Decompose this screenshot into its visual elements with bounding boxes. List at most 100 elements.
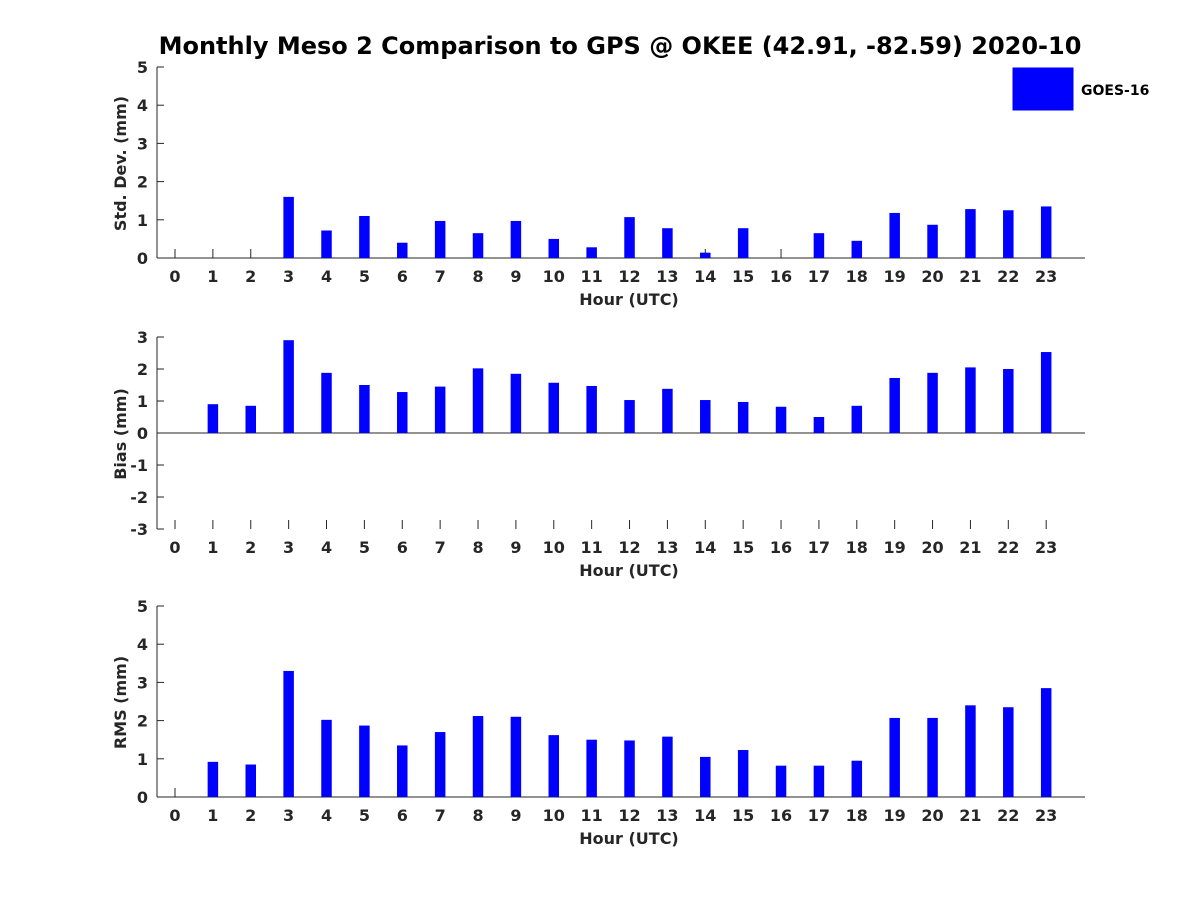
rms-x-tick-label: 10 <box>543 806 565 825</box>
bias-x-tick-label: 5 <box>359 538 370 557</box>
bias-x-tick-label: 14 <box>694 538 716 557</box>
rms-x-tick-label: 21 <box>959 806 981 825</box>
bias-bar-hour-12 <box>624 400 635 433</box>
rms-x-tick-label: 7 <box>435 806 446 825</box>
bias-x-tick-label: 16 <box>770 538 792 557</box>
rms-bar-hour-11 <box>586 739 597 797</box>
bias-x-axis-label: Hour (UTC) <box>579 561 679 580</box>
rms-x-tick-label: 18 <box>846 806 868 825</box>
std-dev-bar-hour-4 <box>321 230 332 258</box>
std-dev-x-tick-label: 0 <box>169 267 180 286</box>
bias-x-tick-label: 6 <box>397 538 408 557</box>
bias-x-tick-label: 23 <box>1035 538 1057 557</box>
rms-x-tick-label: 13 <box>656 806 678 825</box>
rms-y-tick-label: 5 <box>137 597 148 616</box>
std-dev-bar-hour-9 <box>510 220 522 258</box>
bias-x-tick-label: 0 <box>169 538 180 557</box>
bias-x-tick-label: 1 <box>207 538 218 557</box>
std-dev-bar-hour-14 <box>700 252 711 258</box>
rms-bar-hour-14 <box>700 756 711 797</box>
bias-bar-hour-19 <box>889 377 900 433</box>
std-dev-bar-hour-21 <box>965 209 976 258</box>
legend-label: GOES-16 <box>1081 83 1149 99</box>
rms-x-tick-label: 15 <box>732 806 754 825</box>
rms-bar-hour-4 <box>321 719 332 797</box>
std-dev-bar-hour-20 <box>927 224 938 258</box>
std-dev-x-tick-label: 21 <box>959 267 981 286</box>
bias-x-tick-label: 9 <box>510 538 521 557</box>
bias-bar-hour-21 <box>965 367 976 433</box>
rms-x-tick-label: 3 <box>283 806 294 825</box>
rms-bar-hour-6 <box>397 745 408 797</box>
bias-bar-hour-4 <box>321 372 332 433</box>
std-dev-bar-hour-10 <box>548 238 560 258</box>
std-dev-x-tick-label: 9 <box>510 267 521 286</box>
rms-bar-hour-5 <box>359 725 370 797</box>
bias-bar-hour-20 <box>927 372 938 433</box>
rms-bar-hour-21 <box>965 705 976 797</box>
bias-x-tick-label: 15 <box>732 538 754 557</box>
bias-x-tick-label: 20 <box>921 538 943 557</box>
rms-bar-hour-7 <box>434 732 446 797</box>
std-dev-x-tick-label: 3 <box>283 267 294 286</box>
rms-x-tick-label: 9 <box>510 806 521 825</box>
rms-bar-hour-13 <box>662 736 673 797</box>
std-dev-x-tick-label: 19 <box>884 267 906 286</box>
bias-bar-hour-9 <box>510 373 522 433</box>
rms-x-tick-label: 8 <box>472 806 483 825</box>
std-dev-x-tick-label: 11 <box>581 267 603 286</box>
bias-bar-hour-11 <box>586 385 597 433</box>
std-dev-bar-hour-11 <box>586 247 597 258</box>
bias-bar-hour-22 <box>1003 369 1014 433</box>
bias-bar-hour-14 <box>700 400 711 433</box>
std-dev-bar-hour-7 <box>434 220 446 258</box>
std-dev-y-tick-label: 4 <box>137 96 148 115</box>
std-dev-bar-hour-13 <box>662 228 673 258</box>
rms-y-tick-label: 4 <box>137 635 148 654</box>
rms-bar-hour-12 <box>624 740 635 797</box>
std-dev-x-tick-label: 1 <box>207 267 218 286</box>
bias-bar-hour-10 <box>548 382 560 433</box>
std-dev-bar-hour-17 <box>813 233 825 258</box>
bias-bar-hour-8 <box>472 368 484 433</box>
std-dev-x-tick-label: 23 <box>1035 267 1057 286</box>
std-dev-x-tick-label: 4 <box>321 267 332 286</box>
rms-bar-hour-19 <box>889 717 900 797</box>
rms-bar-hour-18 <box>851 760 863 797</box>
bias-bar-hour-18 <box>851 405 863 433</box>
std-dev-x-tick-label: 14 <box>694 267 716 286</box>
rms-x-tick-label: 16 <box>770 806 792 825</box>
legend: GOES-16 <box>1011 66 1149 112</box>
std-dev-bar-hour-8 <box>472 233 484 258</box>
rms-bar-hour-16 <box>775 765 787 797</box>
std-dev-bar-hour-15 <box>737 228 749 258</box>
rms-x-tick-label: 6 <box>397 806 408 825</box>
rms-bar-hour-1 <box>207 761 219 797</box>
bias-bar-hour-13 <box>662 388 673 433</box>
rms-x-tick-label: 22 <box>997 806 1019 825</box>
bias-bar-hour-23 <box>1040 352 1052 433</box>
rms-y-axis-label: RMS (mm) <box>111 656 130 749</box>
rms-y-tick-label: 3 <box>137 673 148 692</box>
bias-x-tick-label: 12 <box>618 538 640 557</box>
rms-x-tick-label: 4 <box>321 806 332 825</box>
std-dev-y-tick-label: 0 <box>137 249 148 268</box>
rms-x-tick-label: 1 <box>207 806 218 825</box>
rms-bar-hour-3 <box>283 670 294 797</box>
std-dev-x-tick-label: 16 <box>770 267 792 286</box>
rms-x-tick-label: 0 <box>169 806 180 825</box>
std-dev-bar-hour-19 <box>889 212 900 258</box>
std-dev-y-tick-label: 5 <box>137 58 148 77</box>
std-dev-bar-hour-12 <box>624 217 635 258</box>
rms-x-tick-label: 12 <box>618 806 640 825</box>
bias-x-tick-label: 2 <box>245 538 256 557</box>
rms-x-tick-label: 5 <box>359 806 370 825</box>
std-dev-y-tick-label: 2 <box>137 173 148 192</box>
std-dev-x-tick-label: 17 <box>808 267 830 286</box>
bias-x-tick-label: 8 <box>472 538 483 557</box>
std-dev-x-tick-label: 7 <box>435 267 446 286</box>
bias-y-axis-label: Bias (mm) <box>111 388 130 480</box>
std-dev-x-tick-label: 22 <box>997 267 1019 286</box>
